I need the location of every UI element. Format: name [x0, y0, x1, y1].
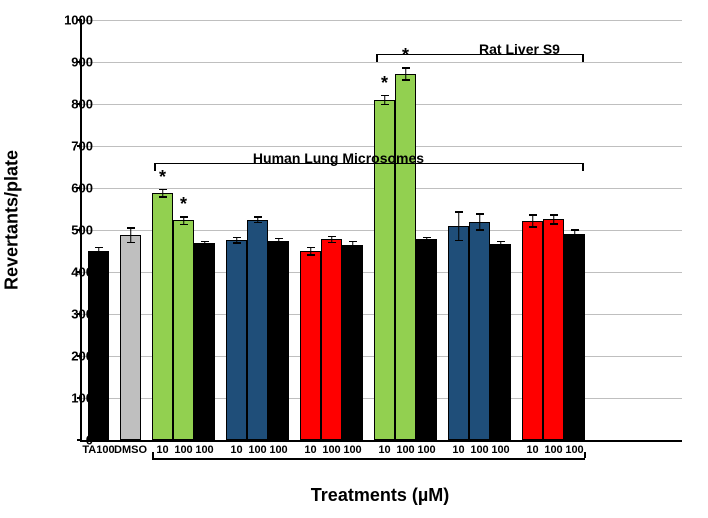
significance-star: *	[180, 194, 187, 215]
xtick-label: 10	[304, 444, 316, 456]
significance-star: *	[159, 167, 166, 188]
bar	[490, 244, 511, 440]
bar	[416, 239, 437, 440]
chart-container: Revertants/plate TA100DMSO10*100*1001010…	[10, 10, 698, 508]
ytick-label: 800	[53, 97, 93, 112]
y-axis-label: Revertants/plate	[2, 150, 23, 290]
xtick-label: 10	[156, 444, 168, 456]
significance-star: *	[381, 73, 388, 94]
bar	[247, 220, 268, 441]
ytick-label: 300	[53, 307, 93, 322]
xtick-label: 100	[343, 444, 361, 456]
xtick-label: 100	[544, 444, 562, 456]
xtick-label: 100	[491, 444, 509, 456]
xtick-label: 10	[526, 444, 538, 456]
x-axis-label: Treatments (µM)	[80, 485, 680, 506]
xtick-label: 100	[417, 444, 435, 456]
ytick-label: 200	[53, 349, 93, 364]
xtick-label: 10	[452, 444, 464, 456]
ytick-label: 600	[53, 181, 93, 196]
bar	[543, 219, 564, 440]
bar	[342, 245, 363, 440]
gridline	[82, 62, 682, 63]
ytick-label: 400	[53, 265, 93, 280]
bar	[522, 221, 543, 440]
bar	[564, 234, 585, 440]
xtick-label: 100	[174, 444, 192, 456]
ytick-label: 700	[53, 139, 93, 154]
xtick-label: 100	[269, 444, 287, 456]
bar	[268, 241, 289, 440]
gridline	[82, 20, 682, 21]
bar	[173, 220, 194, 440]
significance-star: *	[402, 45, 409, 66]
ytick-label: 0	[53, 433, 93, 448]
annotation-hlm: Human Lung Microsomes	[124, 150, 553, 166]
ytick-label: 900	[53, 55, 93, 70]
bar	[395, 74, 416, 440]
bar	[321, 239, 342, 440]
bar	[152, 193, 173, 440]
xtick-label: 100	[470, 444, 488, 456]
xtick-label: DMSO	[114, 444, 147, 456]
bar	[120, 235, 141, 440]
bar	[226, 240, 247, 440]
ytick-label: 100	[53, 391, 93, 406]
xtick-label: 100	[248, 444, 266, 456]
bar	[300, 251, 321, 440]
ytick-label: 1000	[53, 13, 93, 28]
annotation-s9: Rat Liver S9	[416, 41, 623, 57]
xtick-label: 10	[378, 444, 390, 456]
xtick-label: 100	[322, 444, 340, 456]
xtick-label: 100	[396, 444, 414, 456]
plot-area: TA100DMSO10*100*100101001001010010010*10…	[80, 20, 682, 442]
ytick-label: 500	[53, 223, 93, 238]
bar	[469, 222, 490, 440]
bar	[194, 243, 215, 440]
xtick-label: 100	[565, 444, 583, 456]
xtick-label: 100	[195, 444, 213, 456]
xtick-label: 10	[230, 444, 242, 456]
bar	[448, 226, 469, 440]
